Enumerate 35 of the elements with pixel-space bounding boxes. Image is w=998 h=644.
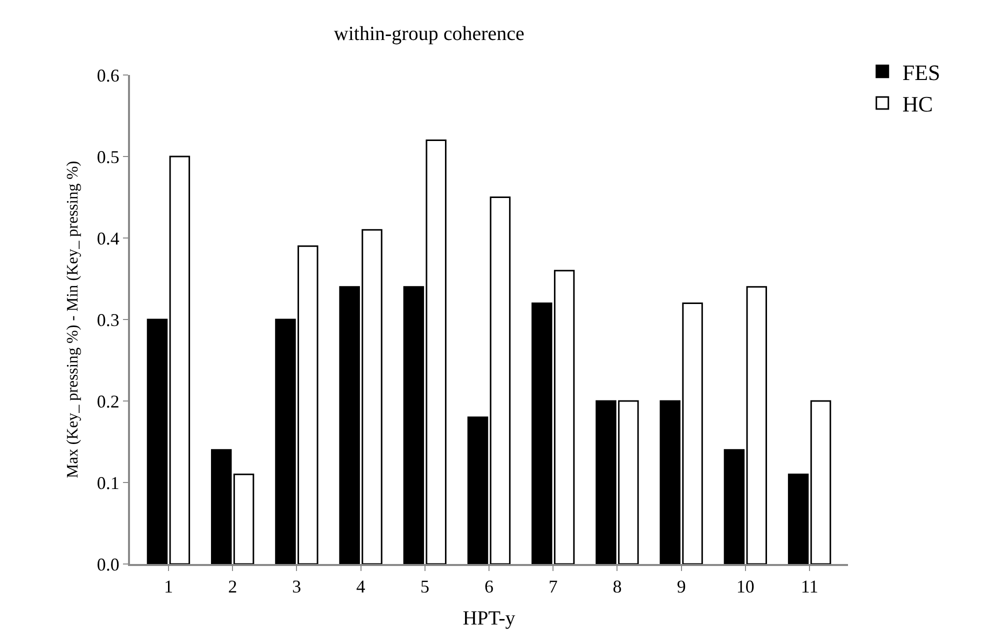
bar [169, 156, 190, 564]
y-tick-label: 0.0 [96, 554, 120, 574]
x-tick-label: 6 [484, 576, 494, 597]
bar [490, 196, 511, 564]
x-tick-label: 3 [292, 576, 302, 597]
bar [746, 286, 768, 564]
x-tick-label: 1 [164, 576, 173, 597]
legend-label: FES [902, 60, 940, 85]
y-axis-title: Max (Key_ pressing %) - Min (Key_ pressing %) [64, 160, 82, 478]
y-tick-label: 0.3 [96, 310, 120, 330]
y-tick-label: 0.6 [96, 65, 120, 86]
bar [210, 449, 232, 564]
bar [467, 416, 488, 564]
x-tick-label: 8 [612, 576, 622, 597]
bar [403, 286, 424, 564]
x-tick-label: 5 [420, 576, 430, 597]
x-tick-label: 11 [800, 576, 818, 597]
y-tick-label: 0.2 [96, 391, 120, 412]
bar [426, 139, 446, 564]
x-tick-label: 4 [356, 576, 366, 597]
x-tick-label: 9 [676, 576, 686, 597]
legend-label: HC [902, 92, 933, 117]
bar [233, 474, 254, 564]
x-axis-title: HPT-y [462, 608, 516, 630]
y-tick-label: 0.1 [96, 472, 120, 493]
y-tick-label: 0.5 [96, 146, 120, 167]
bar [724, 449, 745, 564]
x-tick-label: 2 [228, 576, 238, 597]
chart-title: within-group coherence [334, 22, 524, 45]
y-tick-label: 0.4 [96, 228, 120, 248]
bar [810, 400, 832, 564]
bar [788, 474, 809, 564]
x-tick-label: 7 [548, 576, 558, 597]
bar [146, 318, 168, 564]
x-tick-label: 10 [736, 576, 754, 597]
